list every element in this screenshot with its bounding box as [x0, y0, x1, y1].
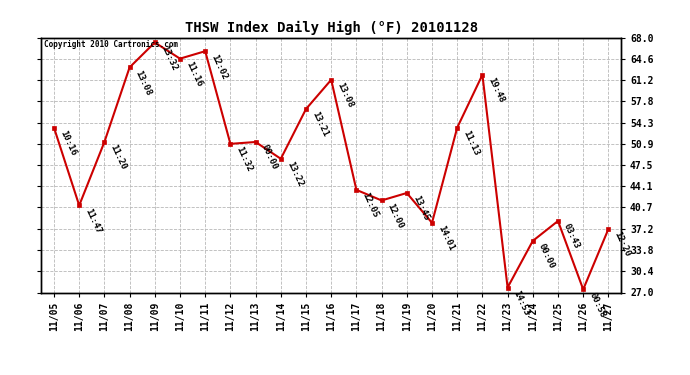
Text: 11:13: 11:13 — [462, 129, 481, 157]
Text: 12:20: 12:20 — [613, 231, 632, 259]
Text: 11:47: 11:47 — [83, 207, 103, 235]
Text: 13:45: 13:45 — [411, 194, 431, 222]
Text: 14:01: 14:01 — [436, 224, 455, 252]
Text: 12:00: 12:00 — [386, 202, 405, 230]
Text: 14:53: 14:53 — [512, 289, 531, 317]
Text: 12:02: 12:02 — [209, 53, 229, 81]
Text: 00:00: 00:00 — [259, 143, 279, 171]
Text: 10:16: 10:16 — [58, 129, 78, 157]
Text: 13:32: 13:32 — [159, 44, 179, 72]
Text: 03:43: 03:43 — [562, 222, 582, 251]
Text: 19:48: 19:48 — [486, 76, 506, 104]
Text: 00:58: 00:58 — [587, 291, 607, 319]
Text: 13:08: 13:08 — [134, 69, 153, 97]
Text: 00:00: 00:00 — [537, 242, 556, 270]
Text: 13:08: 13:08 — [335, 81, 355, 110]
Text: 11:20: 11:20 — [108, 143, 128, 171]
Text: Copyright 2010 Cartronics.com: Copyright 2010 Cartronics.com — [44, 40, 179, 49]
Text: 13:22: 13:22 — [285, 160, 304, 188]
Text: 11:16: 11:16 — [184, 60, 204, 88]
Title: THSW Index Daily High (°F) 20101128: THSW Index Daily High (°F) 20101128 — [185, 21, 477, 35]
Text: 11:32: 11:32 — [235, 145, 254, 173]
Text: 13:21: 13:21 — [310, 110, 330, 139]
Text: 12:05: 12:05 — [361, 191, 380, 219]
